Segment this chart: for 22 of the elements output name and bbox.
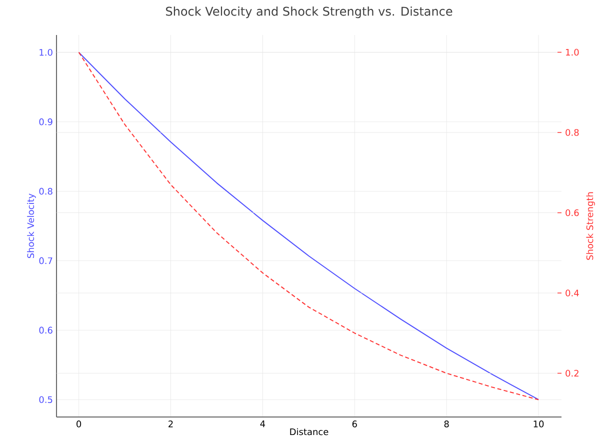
line-series [78,52,540,400]
y-axis-title: Shock Velocity [27,194,36,258]
x-tick-label: 4 [260,420,266,428]
y2-axis-title: Shock Strength [586,192,595,260]
y-tick-label: 0.8 [39,188,52,195]
x-tick-label: 8 [444,420,449,428]
x-axis-title: Distance [290,428,328,436]
y2-tick-label: 0.4 [566,290,579,296]
y2-tick-label: 0.2 [566,370,578,377]
x-tick-label: 0 [76,420,82,428]
y2-tick-label: 0.8 [566,129,579,136]
x-tick-label: 6 [352,420,357,428]
y-tick-label: 1.0 [40,48,52,56]
y2-tick-label: 0.6 [566,209,579,216]
y-tick-label: 0.6 [39,326,52,334]
x-tick-label: 10 [534,420,544,428]
x-tick-label: 2 [168,420,173,428]
y-tick-label: 0.5 [39,396,52,404]
y-tick-label: 0.9 [39,118,52,126]
chart-title: Shock Velocity and Shock Strength vs. Distance [166,6,452,18]
y2-tick-label: 1.0 [566,48,579,56]
y-tick-label: 0.7 [39,257,52,264]
